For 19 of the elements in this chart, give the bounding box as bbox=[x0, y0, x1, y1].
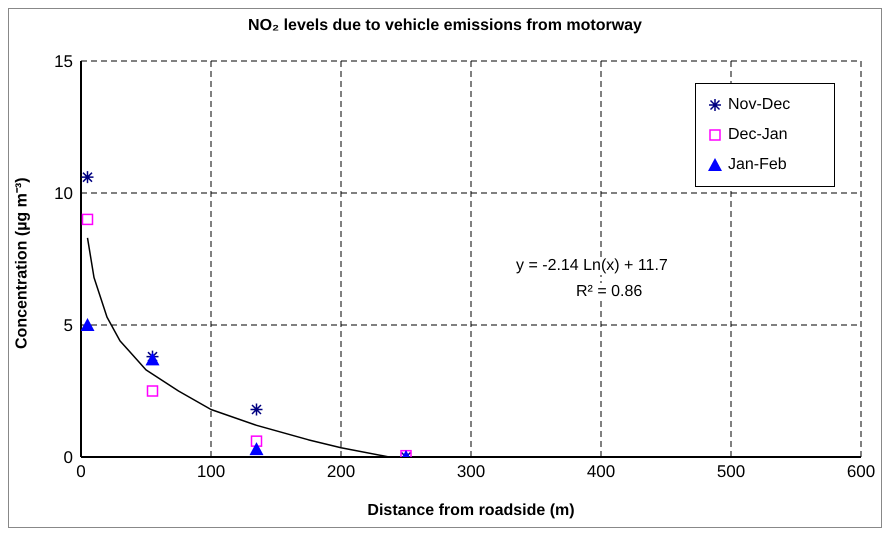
chart-title: NO₂ levels due to vehicle emissions from motorway bbox=[247, 17, 643, 35]
x-tick-label: 300 bbox=[456, 462, 486, 482]
x-tick-label: 100 bbox=[196, 462, 226, 482]
x-axis-title: Distance from roadside (m) bbox=[367, 502, 575, 519]
y-tick-label: 5 bbox=[64, 316, 73, 336]
legend-label: Jan-Feb bbox=[728, 156, 787, 174]
y-tick-label: 10 bbox=[54, 184, 73, 204]
annotation: y = -2.14 Ln(x) + 11.7 bbox=[514, 257, 670, 275]
y-tick-label: 15 bbox=[54, 52, 73, 72]
y-tick-label: 0 bbox=[64, 448, 73, 468]
legend-label: Dec-Jan bbox=[728, 126, 788, 144]
legend-label: Nov-Dec bbox=[728, 96, 790, 114]
x-tick-label: 200 bbox=[326, 462, 356, 482]
x-tick-label: 0 bbox=[76, 462, 86, 482]
y-axis-title: Concentration (µg m⁻³) bbox=[14, 177, 31, 349]
x-tick-label: 500 bbox=[716, 462, 746, 482]
x-tick-label: 600 bbox=[846, 462, 876, 482]
x-tick-label: 400 bbox=[586, 462, 616, 482]
annotation: R² = 0.86 bbox=[574, 283, 644, 301]
